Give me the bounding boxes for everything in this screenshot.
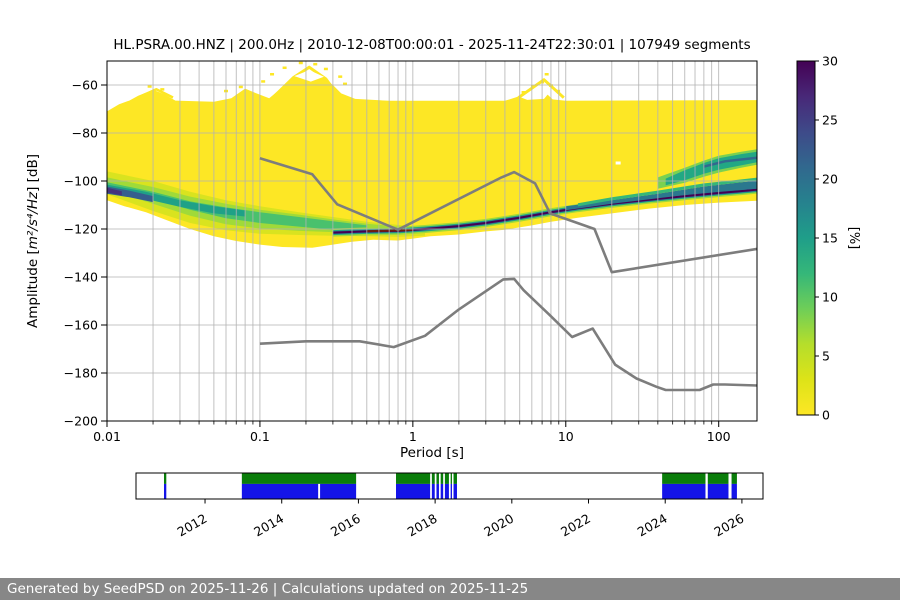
timeline-gap <box>430 473 432 499</box>
timeline-year-label: 2016 <box>328 511 363 540</box>
timeline-year-label: 2014 <box>251 511 286 540</box>
heatmap-peak-outline <box>137 88 174 99</box>
heatmap-density-layer <box>107 184 246 217</box>
ppsd-chart: 0.01 0.1 1 10 100−60−80−100−120−140−160−180−… <box>25 54 861 540</box>
timeline-green-segment <box>163 473 167 484</box>
timeline-green-segment <box>662 473 737 484</box>
y-tick-label: −120 <box>64 222 98 237</box>
heatmap-speckle <box>147 85 152 88</box>
y-tick-label: −200 <box>64 414 98 429</box>
y-axis-label-math: m²/s⁴/Hz <box>25 191 41 249</box>
y-axis-label-prefix: Amplitude [ <box>25 249 41 328</box>
x-tick-label: 0.1 <box>250 429 270 444</box>
timeline-gap <box>438 473 441 499</box>
colorbar-tick-label: 5 <box>822 349 830 364</box>
heatmap-density-layer <box>107 171 425 237</box>
y-axis-label: Amplitude [m²/s⁴/Hz] [dB] <box>25 154 41 328</box>
heatmap-speckle <box>521 91 526 94</box>
colorbar-tick-label: 15 <box>822 231 838 246</box>
timeline-year-label: 2022 <box>558 511 593 540</box>
colorbar-label: [%] <box>846 227 861 250</box>
timeline-border <box>135 472 764 500</box>
heatmap-speckle <box>313 62 318 66</box>
colorbar: 0 5 10 15 20 25 30 <box>796 54 838 423</box>
heatmap-density-layer <box>107 187 122 196</box>
heatmap-density-layer <box>107 182 367 231</box>
heatmap-speckle <box>544 73 549 76</box>
timeline-gap <box>728 473 732 499</box>
heatmap-speckle <box>298 61 303 65</box>
plot-axes: 0.01 0.1 1 10 100 −60 −80 −100 −120 −140 −160 −180 −… <box>64 60 758 444</box>
colorbar-tick-label: 30 <box>822 54 838 69</box>
heatmap-speckle <box>342 82 347 86</box>
footer-bar: Generated by SeedPSD on 2025-11-26 | Cal… <box>0 578 900 600</box>
timeline-green-segment <box>241 473 357 484</box>
heatmap-layers <box>107 61 757 248</box>
heatmap-long-period-blob <box>577 177 757 207</box>
heatmap-speckle <box>261 80 266 83</box>
heatmap-speckle <box>270 73 275 76</box>
y-tick-label: −60 <box>72 78 98 93</box>
timeline-year-label: 2012 <box>174 511 209 540</box>
availability-timeline: 2012 2014 2016 2018 2020 2022 2024 2026 <box>135 472 764 540</box>
y-tick-label: −80 <box>72 126 98 141</box>
timeline-green-segment <box>396 473 457 484</box>
y-tick-label: −140 <box>64 270 98 285</box>
heatmap-white-pocket <box>294 70 324 82</box>
timeline-gap <box>448 473 451 499</box>
plot-border <box>106 60 758 422</box>
footer-text: Generated by SeedPSD on 2025-11-26 | Cal… <box>7 581 529 597</box>
y-axis-label-suffix: ] [dB] <box>25 154 41 192</box>
y-tick-label: −160 <box>64 318 98 333</box>
x-tick-label: 10 <box>558 429 574 444</box>
heatmap-speckle <box>338 75 343 78</box>
timeline-blue-gap <box>318 483 321 499</box>
x-tick-label: 1 <box>409 429 417 444</box>
timeline-year-label: 2024 <box>635 511 670 540</box>
heatmap-long-period-blob <box>565 180 757 211</box>
timeline-gap <box>443 473 445 499</box>
y-tick-label: −100 <box>64 174 98 189</box>
timeline-blue-segment <box>163 483 167 499</box>
timeline-year-label: 2020 <box>481 511 516 540</box>
timeline-year-label: 2026 <box>711 511 746 540</box>
x-tick-label: 0.01 <box>93 429 121 444</box>
heatmap-speckle <box>282 66 287 70</box>
timeline-gap <box>434 473 437 499</box>
heatmap-speckle <box>530 85 535 88</box>
colorbar-tick-label: 25 <box>822 113 838 128</box>
colorbar-tick-label: 20 <box>822 172 838 187</box>
timeline-blue-segment <box>662 483 737 499</box>
noise-model-curves <box>259 156 757 392</box>
timeline-blue-segment <box>396 483 457 499</box>
heatmap-speckle <box>323 67 328 71</box>
timeline-blue-segment <box>241 483 357 499</box>
timeline-gap <box>705 473 708 499</box>
heatmap-speckle <box>160 88 165 91</box>
low-noise-model-curve <box>259 277 757 392</box>
high-noise-model-curve <box>259 156 757 274</box>
timeline-year-label: 2018 <box>405 511 440 540</box>
colorbar-gradient <box>797 61 815 415</box>
x-tick-label: 100 <box>707 429 731 444</box>
page-title: HL.PSRA.00.HNZ | 200.0Hz | 2010-12-08T00… <box>113 37 751 53</box>
grid-lines <box>107 61 757 421</box>
x-axis-label: Period [s] <box>400 445 464 461</box>
colorbar-tick-label: 10 <box>822 290 838 305</box>
timeline-gap <box>451 473 454 499</box>
heatmap-density-layer <box>107 186 153 203</box>
heatmap-accent-stroke <box>703 156 757 168</box>
heatmap-speckle <box>556 89 561 93</box>
y-tick-label: −180 <box>64 366 98 381</box>
colorbar-tick-label: 0 <box>822 408 830 423</box>
heatmap-speckle <box>238 85 243 89</box>
heatmap-accent-stroke <box>366 229 413 233</box>
heatmap-white-hole <box>615 161 621 165</box>
